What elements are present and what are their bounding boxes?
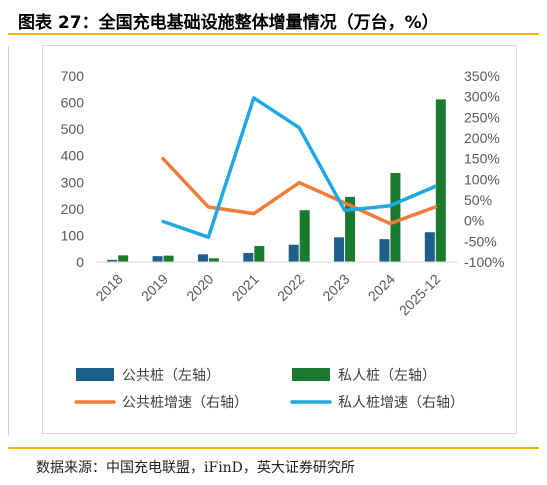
right-axis: -100% -50% 0% 50% 100% 150% 200% 250% 300% 350% (464, 68, 504, 270)
bottom-rule (8, 447, 539, 449)
top-rule (8, 33, 539, 35)
bar-public-2023 (334, 237, 345, 262)
right-tick-label: 100% (464, 171, 500, 187)
left-tick-label: 300 (61, 174, 85, 190)
public-growth-line (161, 156, 438, 226)
legend-swatch (292, 368, 330, 381)
left-tick-label: 500 (61, 121, 85, 137)
bar-public-2022 (288, 244, 299, 262)
source-note: 数据来源：中国充电联盟，iFinD，英大证券研究所 (36, 460, 355, 476)
private-growth-line (161, 96, 438, 239)
bar-private-2021 (254, 246, 265, 262)
x-tick-label: 2025-12 (396, 271, 444, 319)
legend-label: 公共桩（左轴） (122, 367, 220, 384)
bar-public-2020 (197, 254, 208, 262)
x-tick-label: 2023 (319, 271, 352, 304)
right-tick-label: 200% (464, 130, 500, 146)
right-tick-label: 350% (464, 68, 500, 84)
bar-private-2024 (390, 172, 401, 262)
legend: 公共桩（左轴） 私人桩（左轴） 公共桩增速（右轴） 私人桩增速（右轴） (74, 367, 464, 411)
bar-series (107, 99, 446, 262)
bar-private-2025-12 (435, 99, 446, 262)
right-tick-label: 300% (464, 89, 500, 105)
bar-private-2023 (345, 196, 356, 262)
left-tick-label: 0 (76, 254, 84, 270)
right-tick-label: -50% (464, 233, 497, 249)
left-tick-label: 200 (61, 201, 85, 217)
x-tick-label: 2020 (183, 271, 216, 304)
x-tick-label: 2022 (274, 271, 307, 304)
bar-private-2022 (299, 210, 310, 262)
bar-public-2021 (243, 252, 254, 262)
bar-public-2024 (379, 239, 390, 262)
left-tick-label: 400 (61, 148, 85, 164)
legend-swatch (76, 368, 114, 381)
right-tick-label: 0% (464, 213, 484, 229)
right-tick-label: 150% (464, 151, 500, 167)
right-tick-label: 250% (464, 109, 500, 125)
right-tick-label: 50% (464, 192, 492, 208)
bar-public-2018 (107, 259, 118, 262)
left-border (8, 46, 9, 436)
left-tick-label: 600 (61, 95, 85, 111)
chart-frame (42, 45, 517, 434)
left-axis: 0 100 200 300 400 500 600 700 (61, 68, 85, 270)
x-tick-label: 2021 (229, 271, 262, 304)
x-tick-label: 2018 (92, 271, 125, 304)
right-tick-label: -100% (464, 254, 504, 270)
bar-private-2018 (118, 255, 129, 262)
bar-public-2025-12 (424, 232, 435, 262)
bar-public-2019 (152, 256, 163, 262)
legend-label: 私人桩（左轴） (338, 367, 436, 384)
x-tick-label: 2024 (365, 271, 398, 304)
page-title: 图表 27：全国充电基础设施整体增量情况（万台，%） (18, 13, 439, 33)
bar-private-2019 (163, 255, 174, 262)
legend-label: 公共桩增速（右轴） (122, 394, 248, 411)
bar-private-2020 (208, 258, 219, 262)
left-tick-label: 700 (61, 68, 85, 84)
legend-label: 私人桩增速（右轴） (338, 394, 464, 411)
left-tick-label: 100 (61, 227, 85, 243)
x-tick-label: 2019 (138, 271, 171, 304)
line-series (161, 96, 438, 239)
